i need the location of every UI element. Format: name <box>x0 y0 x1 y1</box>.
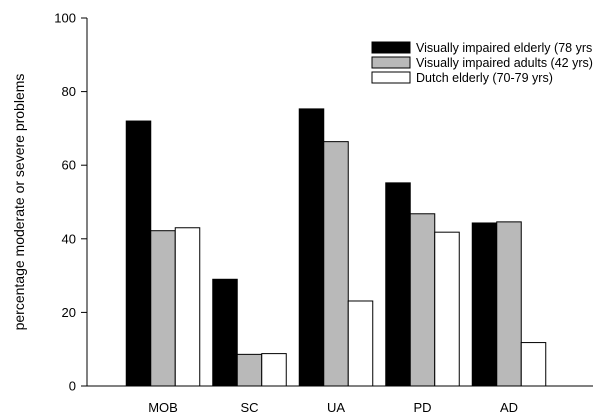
y-tick-label: 20 <box>62 305 76 320</box>
bars <box>125 108 547 387</box>
x-tick-label: SC <box>240 400 258 415</box>
y-tick-label: 0 <box>69 379 76 394</box>
bar-sc-series-2 <box>236 353 263 387</box>
bar-sc-series-1 <box>212 278 238 387</box>
legend-swatch <box>371 71 411 84</box>
y-tick-labels: 0 20 40 60 80 100 <box>54 11 76 394</box>
y-tick-label: 100 <box>54 11 76 26</box>
bar-pd-series-1 <box>385 182 411 387</box>
y-tick-label: 40 <box>62 231 76 246</box>
bar-pd-series-2 <box>409 213 436 387</box>
bar-ua-series-1 <box>298 108 325 387</box>
y-tick-label: 80 <box>62 84 76 99</box>
legend-swatch <box>371 56 411 69</box>
bar-mob-series-2 <box>150 230 176 387</box>
bar-ua-series-2 <box>323 141 349 387</box>
x-tick-labels: MOB SC UA PD AD <box>148 400 518 415</box>
x-tick-label: UA <box>327 400 345 415</box>
legend-swatch <box>371 41 411 54</box>
y-axis-label: percentage moderate or severe problems <box>11 74 27 331</box>
bar-mob-series-1 <box>125 120 152 387</box>
bar-ad-series-1 <box>471 222 498 387</box>
bar-ad-series-2 <box>496 221 522 387</box>
bar-ad-series-3 <box>520 342 547 387</box>
x-tick-label: AD <box>500 400 518 415</box>
legend-label: Visually impaired elderly (78 yrs <box>416 41 592 55</box>
x-tick-label: PD <box>413 400 431 415</box>
legend-label: Visually impaired adults (42 yrs) <box>416 56 593 70</box>
legend: Visually impaired elderly (78 yrsVisuall… <box>371 41 593 85</box>
bar-ua-series-3 <box>347 300 374 387</box>
bar-pd-series-3 <box>434 231 460 387</box>
x-tick-label: MOB <box>148 400 178 415</box>
y-tick-label: 60 <box>62 158 76 173</box>
bar-mob-series-3 <box>174 227 201 387</box>
legend-label: Dutch elderly (70-79 yrs) <box>416 71 553 85</box>
bar-sc-series-3 <box>261 353 287 387</box>
